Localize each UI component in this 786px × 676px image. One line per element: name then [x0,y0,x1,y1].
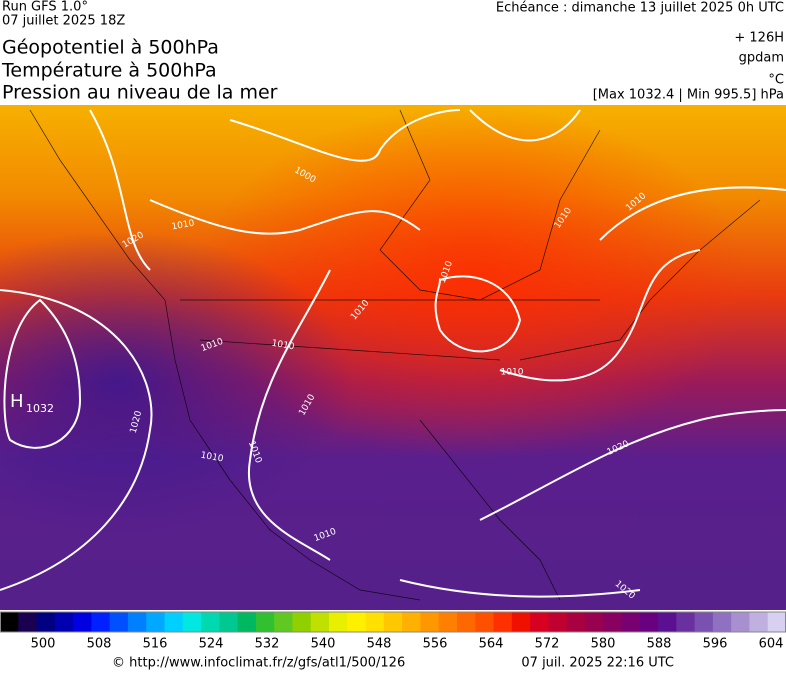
colorbar-cell [292,612,312,632]
colorbar-cell [639,612,659,632]
colorbar-cell [310,612,330,632]
unit-temp: °C [768,73,784,88]
title-line: Géopotentiel à 500hPa [2,37,219,59]
valid-time: Echéance : dimanche 13 juillet 2025 0h U… [496,1,784,16]
title-line: Température à 500hPa [1,60,217,82]
colorbar-cell [182,612,202,632]
colorbar-cell [365,612,385,632]
colorbar-cell [146,612,166,632]
colorbar-cell [91,612,111,632]
contour-label: 1010 [200,451,225,465]
colorbar-label: 540 [311,637,336,652]
colorbar-cell [420,612,440,632]
title-line: Pression au niveau de la mer [2,82,278,104]
colorbar-cell [201,612,220,632]
unit-geo: gpdam [739,51,784,66]
colorbar-label: 548 [367,637,392,652]
colorbar-cell [127,612,147,632]
colorbar-label: 516 [143,637,168,652]
lead-time: + 126H [734,31,784,46]
colorbar-cell [73,612,92,632]
colorbar-label: 564 [479,637,504,652]
colorbar-cell [438,612,458,632]
colorbar-cell [329,612,348,632]
colorbar-cell [274,612,293,632]
generated: 07 juil. 2025 22:16 UTC [521,656,674,671]
colorbar-cell [548,612,568,632]
colorbar-cell [731,612,750,632]
source: © http://www.infoclimat.fr/z/gfs/atl1/50… [112,656,405,671]
colorbar-cell [511,612,531,632]
colorbar-cell [621,612,641,632]
colorbar-label: 500 [31,637,56,652]
colorbar-cell [475,612,495,632]
extremes: [Max 1032.4 | Min 995.5] hPa [593,88,784,103]
colorbar-cell [712,612,732,632]
colorbar-cell [456,612,476,632]
high-letter: H [10,391,24,412]
colorbar-cell [54,612,74,632]
colorbar-cell [237,612,257,632]
colorbar-label: 588 [647,637,672,652]
isobars [0,109,786,598]
colorbar-label: 580 [591,637,616,652]
colorbar-cell [603,612,622,632]
contour-label: 1010 [171,219,196,233]
colorbar-cell [566,612,586,632]
colorbar-cell [584,612,604,632]
colorbar-cell [767,612,786,632]
colorbar-cell [36,612,56,632]
colorbar-cell [18,612,38,632]
colorbar-label: 524 [199,637,224,652]
high-value: 1032 [26,402,54,415]
colorbar-label: 572 [535,637,560,652]
colorbar-cell [402,612,421,632]
colorbar-cell [658,612,677,632]
colorbar-cell [749,612,769,632]
colorbar-cell [493,612,513,632]
colorbar-cell [383,612,403,632]
colorbar-cell [255,612,275,632]
colorbar-cell [347,612,367,632]
colorbar-label: 508 [87,637,112,652]
run: Run GFS 1.0° [2,0,88,15]
field [0,105,786,610]
colorbar-label: 556 [423,637,448,652]
colorbar-label: 604 [759,637,784,652]
colorbar-label: 596 [703,637,728,652]
colorbar-cell [676,612,696,632]
colorbar-cell [694,612,714,632]
contour-label: 1010 [271,339,296,353]
run-date: 07 juillet 2025 18Z [2,14,125,29]
colorbar-cell [109,612,129,632]
coastlines [29,109,761,601]
colorbar-cell [530,612,549,632]
colorbar-cell [0,612,19,632]
contour-label: 1010 [501,368,524,378]
colorbar-cell [219,612,239,632]
colorbar-label: 532 [255,637,280,652]
colorbar-cell [164,612,184,632]
